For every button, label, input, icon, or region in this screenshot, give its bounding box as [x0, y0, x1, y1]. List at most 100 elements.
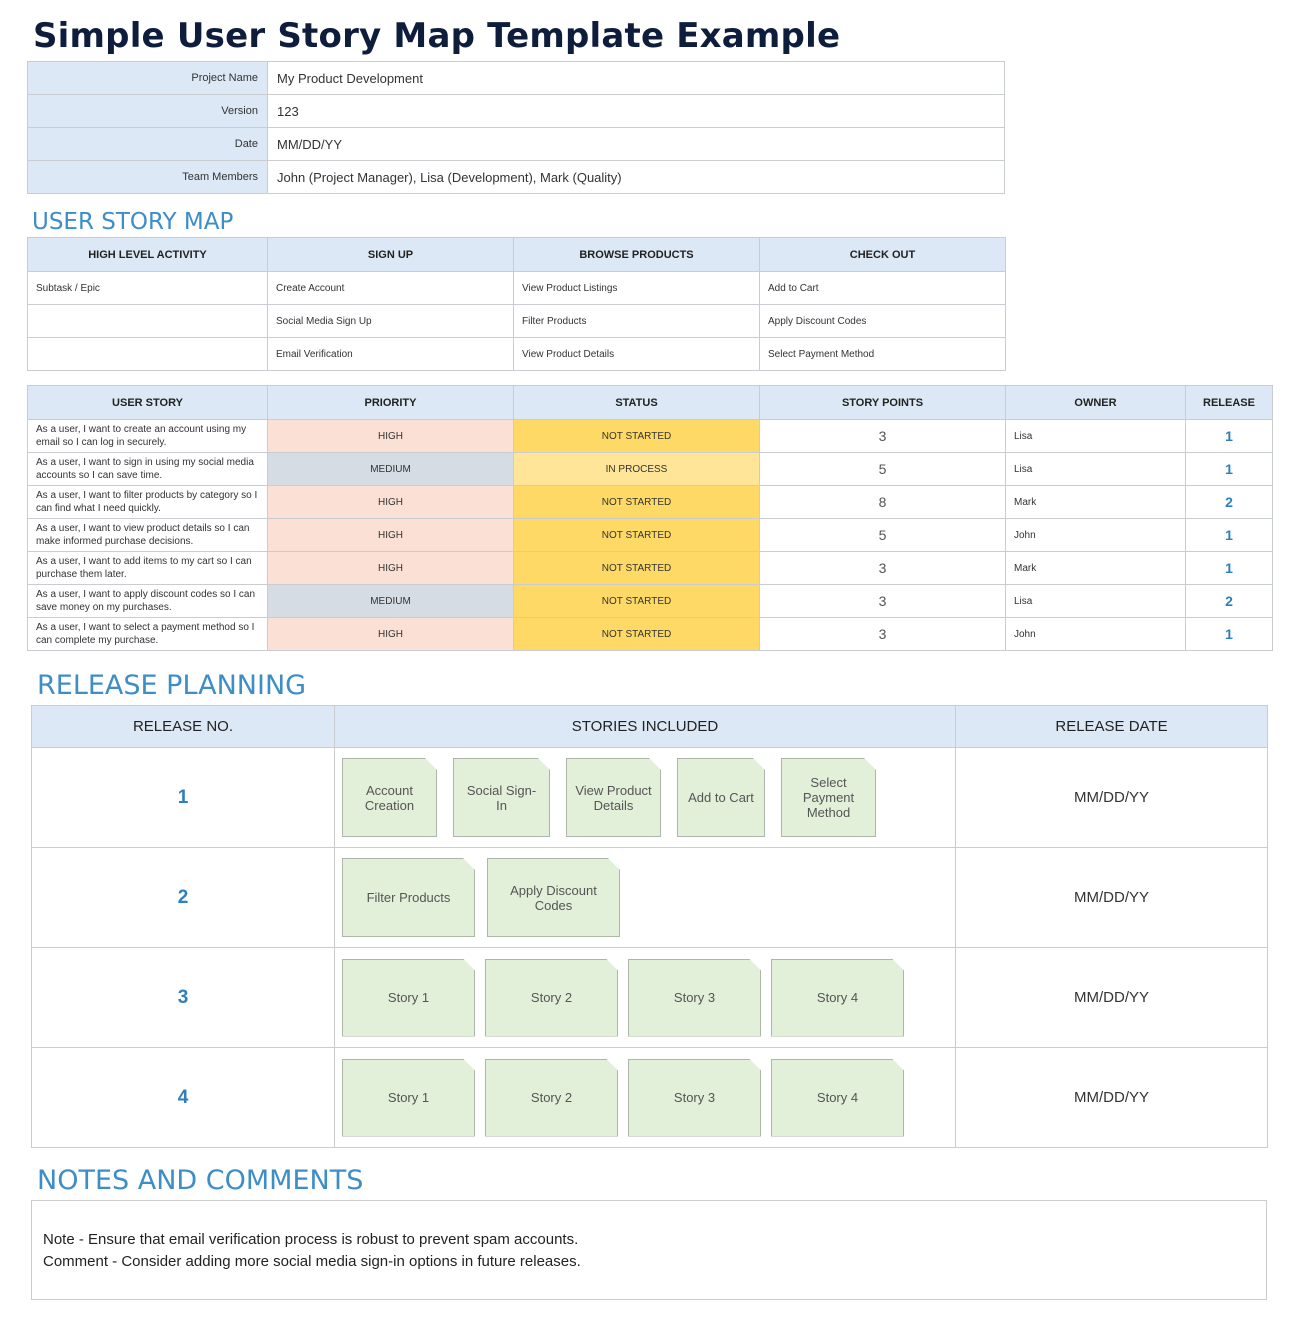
- map-cell[interactable]: Select Payment Method: [759, 337, 1006, 371]
- story-text[interactable]: As a user, I want to apply discount code…: [27, 584, 268, 618]
- stories-included-cell: Account Creation Social Sign-In View Produ…: [334, 747, 956, 848]
- status-cell[interactable]: NOT STARTED: [513, 551, 760, 585]
- owner-cell[interactable]: Mark: [1005, 485, 1186, 519]
- project-value[interactable]: 123: [267, 94, 1005, 128]
- release-cell[interactable]: 1: [1185, 551, 1273, 585]
- release-cell[interactable]: 1: [1185, 452, 1273, 486]
- project-info-table: Project Name My Product Development Vers…: [27, 61, 1005, 194]
- stories-header: STATUS: [513, 385, 760, 420]
- release-cell[interactable]: 2: [1185, 485, 1273, 519]
- story-card[interactable]: Story 4: [771, 1059, 904, 1137]
- owner-cell[interactable]: Lisa: [1005, 452, 1186, 486]
- story-card[interactable]: Social Sign-In: [453, 758, 550, 837]
- map-cell[interactable]: Create Account: [267, 271, 514, 305]
- priority-cell[interactable]: HIGH: [267, 617, 514, 651]
- story-card-label: Story 1: [387, 1090, 430, 1105]
- story-card[interactable]: Filter Products: [342, 858, 475, 937]
- owner-cell[interactable]: John: [1005, 518, 1186, 552]
- release-date[interactable]: MM/DD/YY: [955, 747, 1268, 848]
- priority-cell[interactable]: HIGH: [267, 551, 514, 585]
- release-date[interactable]: MM/DD/YY: [955, 947, 1268, 1048]
- map-cell[interactable]: Apply Discount Codes: [759, 304, 1006, 338]
- story-row: As a user, I want to create an account u…: [27, 419, 1273, 453]
- story-row: As a user, I want to view product detail…: [27, 518, 1273, 552]
- map-cell[interactable]: View Product Listings: [513, 271, 760, 305]
- map-cell[interactable]: [27, 337, 268, 371]
- story-text[interactable]: As a user, I want to create an account u…: [27, 419, 268, 453]
- release-cell[interactable]: 1: [1185, 617, 1273, 651]
- story-row: As a user, I want to apply discount code…: [27, 584, 1273, 618]
- map-header: SIGN UP: [267, 237, 514, 272]
- story-text[interactable]: As a user, I want to view product detail…: [27, 518, 268, 552]
- priority-cell[interactable]: MEDIUM: [267, 584, 514, 618]
- release-date[interactable]: MM/DD/YY: [955, 847, 1268, 948]
- story-points-cell[interactable]: 3: [759, 617, 1006, 651]
- story-cards: Story 1 Story 2 Story 3 Story 4: [335, 948, 955, 1047]
- status-cell[interactable]: NOT STARTED: [513, 419, 760, 453]
- status-cell[interactable]: IN PROCESS: [513, 452, 760, 486]
- story-card[interactable]: Account Creation: [342, 758, 437, 837]
- story-card-label: Filter Products: [366, 890, 451, 905]
- story-card[interactable]: Add to Cart: [677, 758, 765, 837]
- map-row: Email Verification View Product Details …: [27, 337, 1006, 371]
- story-points-cell[interactable]: 5: [759, 452, 1006, 486]
- story-card[interactable]: Story 1: [342, 1059, 475, 1137]
- story-points-cell[interactable]: 8: [759, 485, 1006, 519]
- project-value[interactable]: MM/DD/YY: [267, 127, 1005, 161]
- story-text[interactable]: As a user, I want to filter products by …: [27, 485, 268, 519]
- map-cell[interactable]: Add to Cart: [759, 271, 1006, 305]
- story-card[interactable]: View Product Details: [566, 758, 661, 837]
- release-cell[interactable]: 1: [1185, 419, 1273, 453]
- map-header: BROWSE PRODUCTS: [513, 237, 760, 272]
- release-cell[interactable]: 1: [1185, 518, 1273, 552]
- status-cell[interactable]: NOT STARTED: [513, 617, 760, 651]
- story-card[interactable]: Story 2: [485, 959, 618, 1037]
- story-points-cell[interactable]: 3: [759, 584, 1006, 618]
- release-date[interactable]: MM/DD/YY: [955, 1047, 1268, 1148]
- map-cell[interactable]: Filter Products: [513, 304, 760, 338]
- story-card[interactable]: Apply Discount Codes: [487, 858, 620, 937]
- story-points-cell[interactable]: 3: [759, 551, 1006, 585]
- story-card-label: Select Payment Method: [802, 775, 855, 820]
- release-cell[interactable]: 2: [1185, 584, 1273, 618]
- priority-cell[interactable]: HIGH: [267, 518, 514, 552]
- story-text[interactable]: As a user, I want to select a payment me…: [27, 617, 268, 651]
- story-text[interactable]: As a user, I want to sign in using my so…: [27, 452, 268, 486]
- story-card[interactable]: Story 3: [628, 1059, 761, 1137]
- notes-box[interactable]: Note - Ensure that email verification pr…: [31, 1200, 1267, 1300]
- story-points-cell[interactable]: 5: [759, 518, 1006, 552]
- priority-cell[interactable]: MEDIUM: [267, 452, 514, 486]
- status-cell[interactable]: NOT STARTED: [513, 518, 760, 552]
- story-card-label: Account Creation: [364, 782, 415, 813]
- story-card[interactable]: Story 2: [485, 1059, 618, 1137]
- story-card[interactable]: Story 3: [628, 959, 761, 1037]
- story-card[interactable]: Story 1: [342, 959, 475, 1037]
- story-card-label: Story 1: [387, 990, 430, 1005]
- map-cell[interactable]: Email Verification: [267, 337, 514, 371]
- note-line: Note - Ensure that email verification pr…: [43, 1231, 579, 1248]
- priority-cell[interactable]: HIGH: [267, 419, 514, 453]
- release-header: RELEASE NO.: [31, 705, 335, 748]
- project-value[interactable]: John (Project Manager), Lisa (Developmen…: [267, 160, 1005, 194]
- map-cell[interactable]: [27, 304, 268, 338]
- story-card[interactable]: Select Payment Method: [781, 758, 876, 837]
- release-row: 4 Story 1 Story 2 Story 3 Story 4 MM/DD/YY: [31, 1047, 1268, 1148]
- map-cell[interactable]: View Product Details: [513, 337, 760, 371]
- owner-cell[interactable]: Lisa: [1005, 419, 1186, 453]
- story-card[interactable]: Story 4: [771, 959, 904, 1037]
- story-text[interactable]: As a user, I want to add items to my car…: [27, 551, 268, 585]
- map-cell[interactable]: Subtask / Epic: [27, 271, 268, 305]
- story-cards: Account Creation Social Sign-In View Produ…: [335, 748, 955, 847]
- status-cell[interactable]: NOT STARTED: [513, 485, 760, 519]
- owner-cell[interactable]: Lisa: [1005, 584, 1186, 618]
- owner-cell[interactable]: Mark: [1005, 551, 1186, 585]
- release-header: RELEASE DATE: [955, 705, 1268, 748]
- story-row: As a user, I want to sign in using my so…: [27, 452, 1273, 486]
- priority-cell[interactable]: HIGH: [267, 485, 514, 519]
- story-points-cell[interactable]: 3: [759, 419, 1006, 453]
- project-value[interactable]: My Product Development: [267, 61, 1005, 95]
- map-cell[interactable]: Social Media Sign Up: [267, 304, 514, 338]
- status-cell[interactable]: NOT STARTED: [513, 584, 760, 618]
- project-label: Team Members: [27, 160, 268, 194]
- owner-cell[interactable]: John: [1005, 617, 1186, 651]
